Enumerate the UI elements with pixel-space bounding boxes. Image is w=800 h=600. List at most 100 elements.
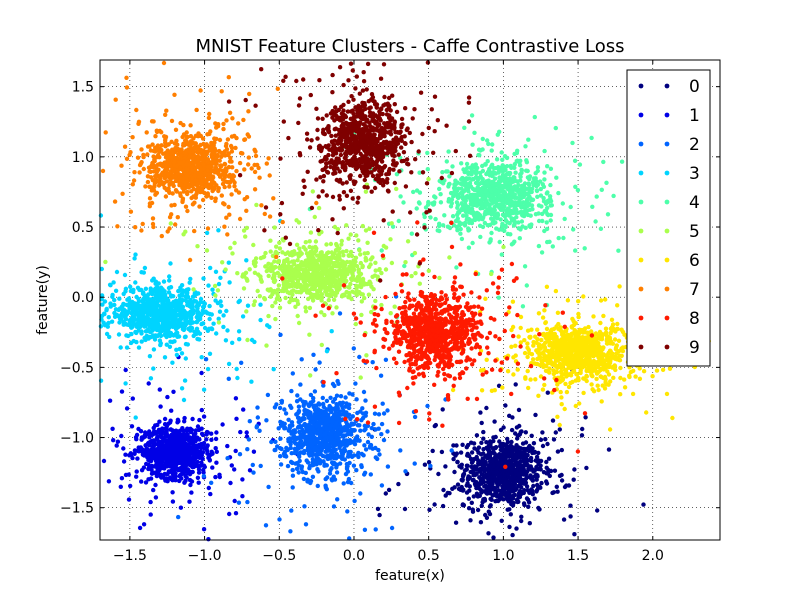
point-2	[355, 438, 360, 443]
series-1	[101, 354, 300, 542]
point-5	[344, 223, 349, 228]
point-2	[381, 411, 387, 416]
point-1	[154, 437, 159, 442]
point-0	[468, 518, 473, 523]
point-2	[342, 425, 347, 430]
point-4	[524, 158, 529, 163]
point-1	[187, 477, 193, 483]
point-3	[240, 314, 246, 319]
point-4	[450, 164, 455, 169]
point-0	[459, 484, 464, 490]
point-2	[315, 438, 320, 443]
point-1	[196, 454, 201, 460]
point-2	[336, 454, 342, 459]
point-1	[172, 461, 177, 467]
point-3	[324, 349, 330, 354]
point-4	[489, 164, 495, 169]
point-2	[300, 450, 305, 455]
point-0	[513, 458, 518, 464]
point-0	[544, 471, 549, 476]
point-1	[130, 455, 135, 461]
point-2	[297, 458, 302, 464]
point-1	[228, 480, 233, 486]
point-3	[189, 325, 195, 331]
point-0	[453, 520, 459, 525]
point-4	[489, 230, 494, 236]
point-4	[444, 169, 449, 174]
point-3	[117, 296, 122, 301]
point-2	[389, 525, 395, 531]
point-2	[306, 403, 312, 409]
point-2	[288, 529, 293, 534]
point-2	[298, 437, 303, 442]
point-0	[477, 475, 482, 480]
point-3	[104, 306, 109, 312]
point-1	[138, 445, 143, 450]
point-3	[179, 291, 185, 296]
point-4	[522, 264, 528, 269]
point-0	[572, 467, 577, 472]
point-2	[357, 423, 362, 428]
point-4	[417, 201, 422, 206]
point-4	[402, 263, 407, 269]
point-0	[552, 468, 558, 473]
point-0	[488, 482, 493, 487]
point-1	[128, 451, 133, 456]
point-1	[201, 467, 206, 473]
point-3	[141, 311, 146, 316]
point-4	[442, 213, 447, 218]
point-4	[503, 218, 508, 223]
point-4	[483, 162, 488, 167]
point-1	[196, 480, 201, 485]
point-1	[251, 449, 257, 454]
point-1	[126, 497, 132, 502]
point-5	[272, 225, 277, 230]
point-1	[146, 477, 151, 482]
point-4	[468, 171, 473, 176]
point-5	[365, 240, 370, 245]
point-2	[272, 447, 277, 453]
point-3	[98, 324, 104, 329]
point-2	[315, 483, 320, 489]
point-0	[479, 472, 484, 477]
point-3	[138, 287, 144, 293]
point-3	[236, 329, 242, 334]
point-2	[292, 440, 297, 445]
point-4	[401, 200, 406, 205]
point-0	[517, 463, 522, 469]
point-3	[225, 328, 230, 333]
point-1	[187, 499, 192, 504]
point-3	[125, 333, 131, 339]
point-0	[497, 439, 502, 444]
point-2	[343, 395, 348, 400]
point-4	[542, 177, 547, 182]
point-0	[530, 475, 535, 480]
point-3	[204, 230, 210, 236]
point-1	[137, 525, 143, 531]
point-2	[358, 428, 363, 433]
point-4	[540, 182, 545, 187]
point-0	[505, 490, 510, 495]
point-0	[535, 473, 540, 478]
point-3	[139, 270, 144, 275]
point-0	[595, 508, 600, 513]
point-0	[498, 474, 503, 479]
point-2	[324, 398, 330, 404]
point-3	[123, 381, 128, 386]
point-1	[139, 479, 144, 484]
point-3	[158, 342, 163, 348]
point-2	[292, 434, 297, 439]
point-4	[481, 195, 487, 201]
point-3	[113, 288, 119, 293]
point-3	[123, 289, 128, 294]
point-1	[154, 470, 159, 475]
point-1	[121, 446, 126, 451]
point-2	[250, 462, 255, 468]
point-4	[519, 205, 524, 210]
point-2	[323, 420, 329, 425]
point-4	[598, 226, 604, 231]
point-1	[182, 434, 187, 439]
point-5	[295, 258, 300, 263]
point-0	[476, 450, 481, 455]
point-0	[466, 506, 472, 511]
